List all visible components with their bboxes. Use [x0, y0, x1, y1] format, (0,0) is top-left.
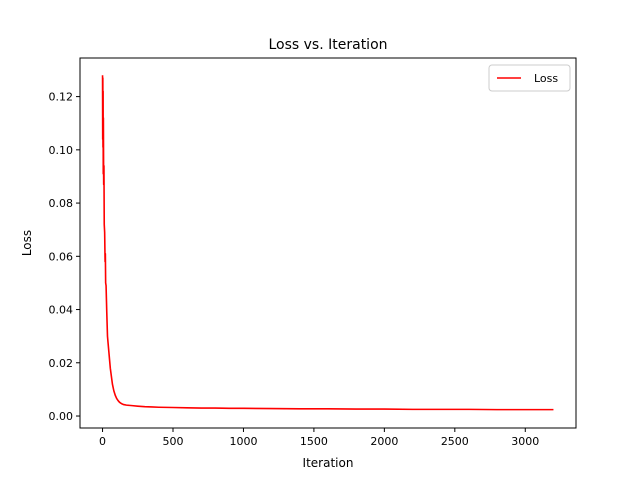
x-axis-label: Iteration [303, 456, 354, 470]
series-layer [101, 75, 554, 411]
legend-label-loss: Loss [534, 72, 558, 85]
y-axis-label: Loss [20, 230, 34, 256]
chart-title: Loss vs. Iteration [268, 37, 387, 53]
axes-frame [79, 57, 577, 429]
y-tick-label: 0.12 [49, 91, 74, 104]
y-tick-label: 0.10 [49, 144, 74, 157]
x-tick-label: 2000 [370, 435, 398, 448]
x-tick-label: 3000 [511, 435, 539, 448]
y-tick-label: 0.00 [49, 410, 74, 423]
x-tick-label: 1000 [229, 435, 257, 448]
x-tick-label: 1500 [300, 435, 328, 448]
x-axis-ticks: 0 500 1000 1500 2000 2500 3000 [99, 428, 539, 448]
legend: Loss [488, 64, 571, 92]
plot-area [80, 58, 576, 428]
x-tick-label: 0 [99, 435, 106, 448]
y-tick-label: 0.08 [49, 197, 74, 210]
y-tick-label: 0.02 [49, 357, 74, 370]
series-line-0 [101, 75, 554, 411]
y-tick-label: 0.06 [49, 250, 74, 263]
x-tick-label: 500 [163, 435, 184, 448]
x-tick-label: 2500 [441, 435, 469, 448]
y-axis-ticks: 0.00 0.02 0.04 0.06 0.08 0.10 0.12 [49, 91, 80, 423]
legend-box [488, 64, 571, 92]
y-tick-label: 0.04 [49, 304, 74, 317]
